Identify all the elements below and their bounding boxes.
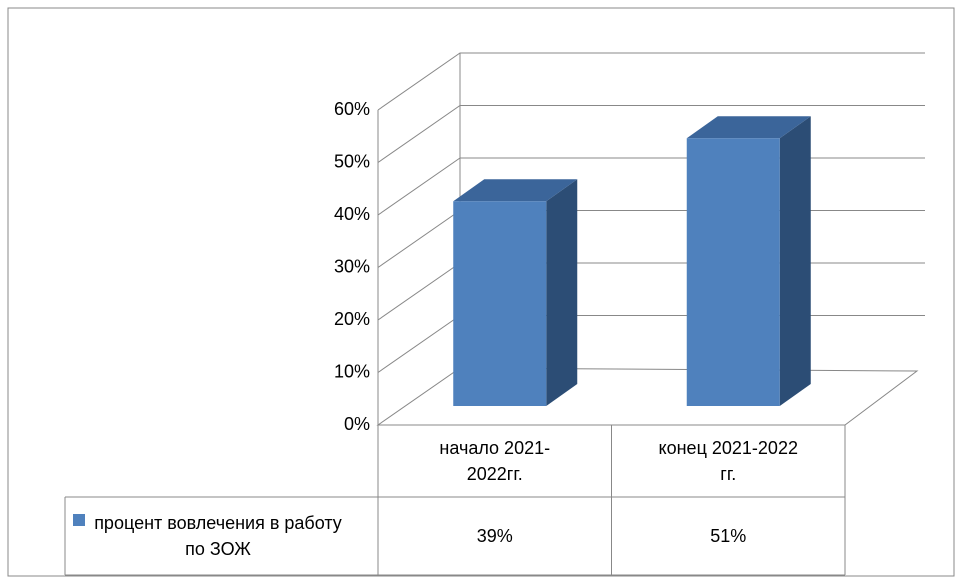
table-value: 51% [710, 526, 747, 546]
frame [7, 7, 955, 577]
bar [453, 201, 547, 406]
y-tick-label: 20% [334, 309, 370, 329]
table-value: 39% [476, 526, 513, 546]
category-label: конец 2021-2022 гг. [658, 438, 798, 484]
legend-label: процент вовлечения в работу по ЗОЖ [94, 513, 342, 559]
y-tick-label: 10% [334, 361, 370, 381]
bar-top [686, 116, 811, 139]
floor [376, 367, 919, 426]
y-tick-label: 40% [334, 204, 370, 224]
y-tick-label: 30% [334, 256, 370, 276]
bar [686, 138, 780, 406]
bar-side [779, 116, 811, 406]
bar-side [546, 179, 578, 406]
grid-line [377, 105, 925, 163]
y-tick-label: 0% [344, 414, 370, 434]
y-tick-label: 60% [334, 99, 370, 119]
y-tick-label: 50% [334, 151, 370, 171]
legend-swatch [73, 514, 85, 526]
grid-line [377, 52, 925, 111]
bar-top [453, 179, 578, 202]
category-label: начало 2021-2022гг. [439, 438, 551, 484]
